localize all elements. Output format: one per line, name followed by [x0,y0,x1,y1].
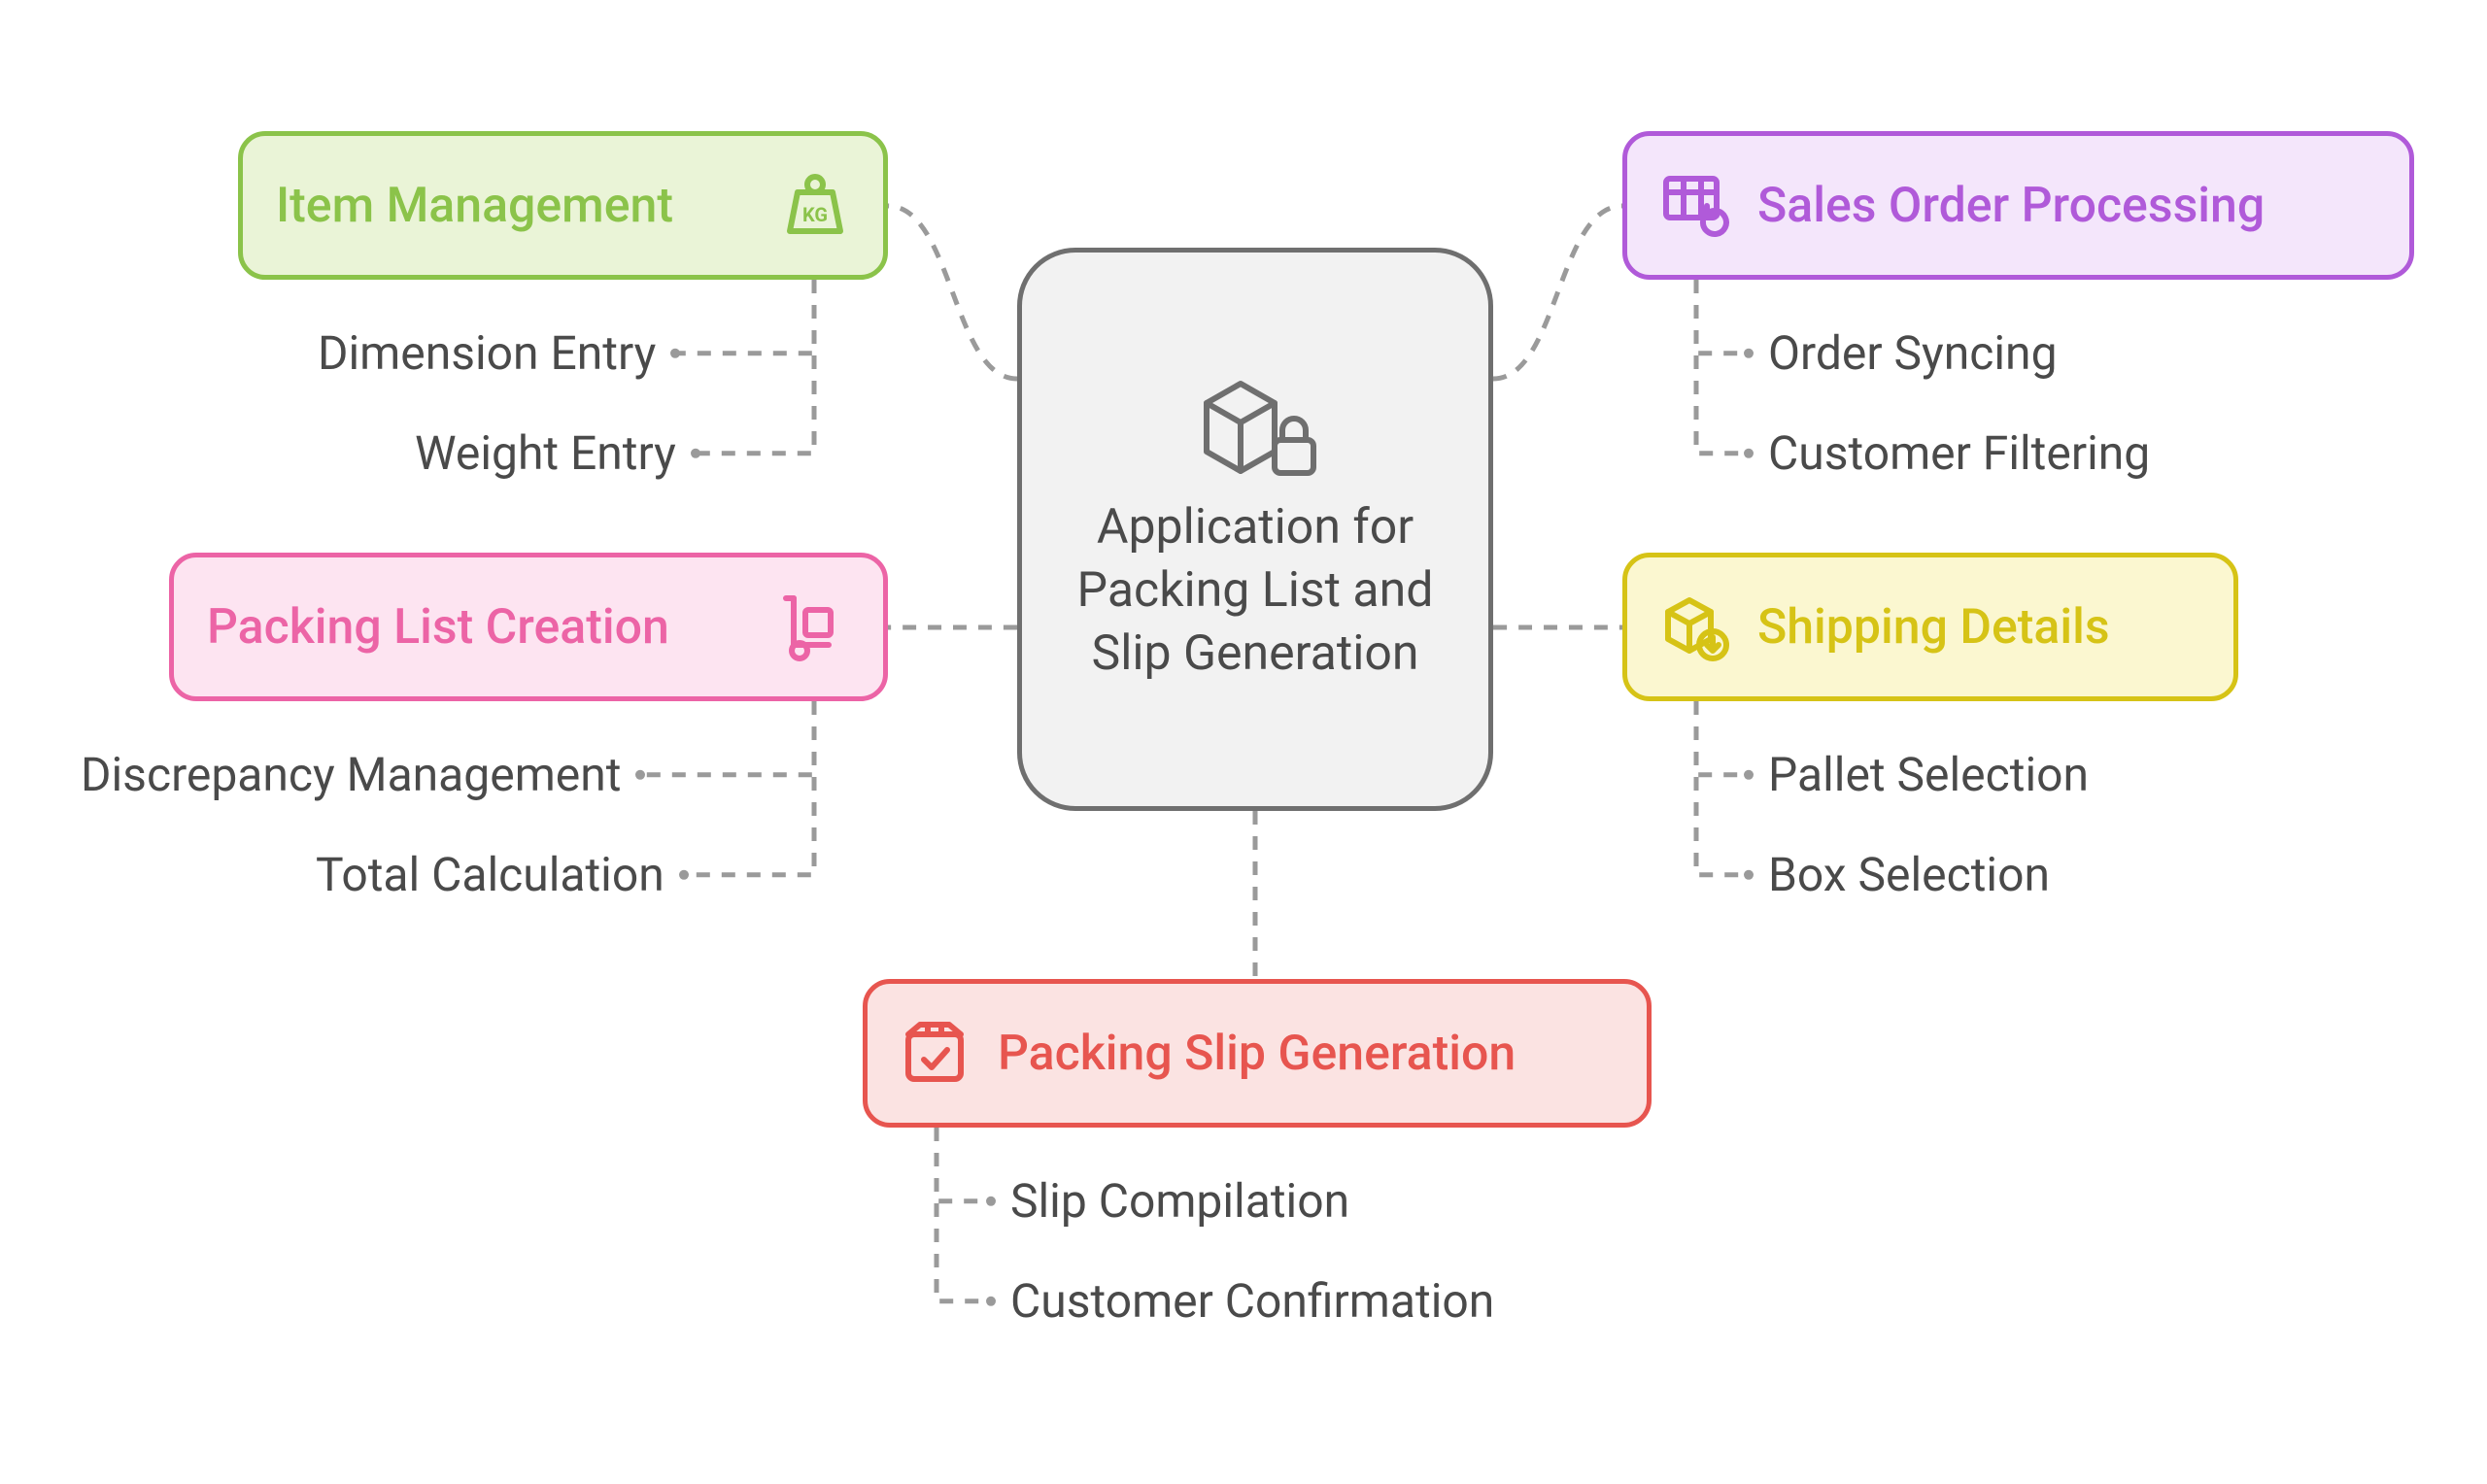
sub-item: Customer Filtering [1768,425,2150,481]
box-download-icon [1660,592,1730,662]
hand-truck-icon [780,592,850,662]
sub-item: Customer Confirmation [1010,1273,1494,1329]
node-label: Packing Slip Generation [998,1026,1516,1082]
sub-item: Discrepancy Management [81,747,621,802]
node-packing-slip: Packing Slip Generation [863,979,1652,1128]
node-item-management: Item Management KG [238,131,888,280]
table-sync-icon [1660,171,1730,241]
sub-item: Box Selection [1768,847,2050,902]
weight-kg-icon: KG [780,171,850,241]
node-label: Shipping Details [1757,599,2110,656]
box-check-icon [901,1019,971,1089]
center-label: Application for Packing List and Slip Ge… [1061,496,1449,686]
sub-item: Slip Compilation [1010,1173,1349,1229]
node-label: Sales Order Processing [1757,178,2265,234]
node-label: Packing List Creation [207,599,669,656]
sub-item: Total Calculation [316,847,664,902]
node-label: Item Management [276,178,673,234]
center-node: Application for Packing List and Slip Ge… [1017,248,1493,811]
diagram-stage: Application for Packing List and Slip Ge… [0,0,2487,1484]
node-packing-list: Packing List Creation [169,553,888,701]
box-lock-icon [1187,374,1323,481]
node-sales-order: Sales Order Processing [1622,131,2414,280]
sub-item: Dimension Entry [318,325,656,381]
sub-item: Pallet Selection [1768,747,2089,802]
sub-item: Order Syncing [1768,325,2058,381]
sub-item: Weight Entry [415,425,676,481]
svg-text:KG: KG [802,203,828,226]
node-shipping: Shipping Details [1622,553,2238,701]
